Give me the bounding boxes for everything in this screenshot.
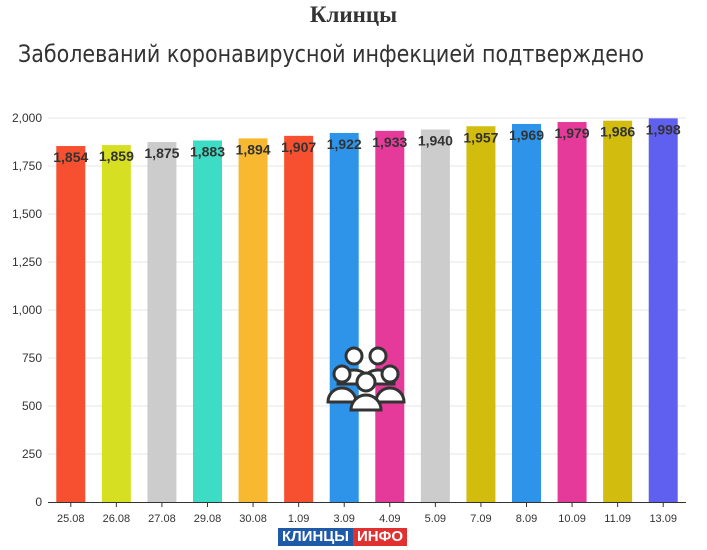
x-tick-label: 3.09 (334, 513, 355, 525)
site-logo: КЛИНЦЫ ИНФО (278, 528, 408, 546)
x-tick-label: 5.09 (425, 513, 446, 525)
bar-value-label: 1,986 (600, 124, 635, 140)
y-tick-label: 0 (35, 495, 42, 509)
people-group-icon (326, 346, 406, 412)
bar-value-label: 1,894 (236, 141, 271, 157)
x-tick-label: 11.09 (604, 513, 631, 525)
bar (420, 129, 450, 502)
y-tick-label: 1,500 (12, 207, 42, 221)
x-tick-label: 25.08 (57, 513, 85, 525)
bar-value-label: 1,969 (509, 127, 544, 143)
bar-value-label: 1,940 (418, 133, 453, 149)
x-tick-label: 7.09 (470, 513, 491, 525)
y-tick-label: 2,000 (12, 111, 42, 125)
bar-value-label: 1,957 (463, 129, 498, 145)
chart-subtitle: Заболеваний коронавирусной инфекцией под… (18, 40, 645, 68)
bar-value-label: 1,922 (327, 136, 362, 152)
bar-value-label: 1,883 (190, 143, 225, 159)
y-tick-labels: 0 250 500 750 1,000 1,250 1,500 1,750 2,000 (12, 111, 42, 509)
y-tick-label: 1,000 (12, 303, 42, 317)
bar (193, 140, 222, 503)
x-tick-label: 13.09 (649, 513, 677, 525)
x-tick-label: 10.09 (558, 513, 586, 525)
y-tick-label: 1,250 (12, 255, 42, 269)
bar (56, 146, 86, 503)
bar (147, 142, 177, 502)
bar (603, 120, 633, 503)
x-tick-labels: 25.08 26.08 27.08 29.08 30.08 1.09 3.09 4.09 5.0… (57, 502, 677, 525)
bar-value-label: 1,859 (99, 148, 134, 164)
x-tick-label: 26.08 (103, 513, 131, 525)
value-labels: 1,854 1,859 1,875 1,883 1,894 1,907 1,922 1,933… (53, 121, 681, 165)
bars (56, 118, 678, 503)
x-tick-label: 30.08 (239, 513, 267, 525)
bar (466, 126, 496, 503)
y-tick-label: 250 (22, 447, 42, 461)
x-tick-label: 29.08 (194, 513, 222, 525)
bar-value-label: 1,979 (555, 125, 590, 141)
bar (238, 138, 268, 503)
x-tick-label: 4.09 (379, 513, 400, 525)
y-tick-label: 750 (22, 351, 42, 365)
bar (375, 130, 405, 502)
bar (284, 135, 314, 502)
bar-value-label: 1,933 (372, 134, 407, 150)
y-tick-label: 500 (22, 399, 42, 413)
logo-text-klintsy: КЛИНЦЫ (278, 528, 353, 546)
bar (101, 145, 131, 502)
x-tick-label: 8.09 (516, 513, 537, 525)
bar-value-label: 1,998 (646, 121, 681, 137)
bar-value-label: 1,854 (53, 149, 88, 165)
x-tick-label: 27.08 (148, 513, 176, 525)
chart-title: Клинцы (309, 2, 398, 27)
bar-value-label: 1,907 (281, 139, 316, 155)
logo-text-info: ИНФО (352, 528, 408, 546)
bar (329, 132, 359, 502)
bar (557, 122, 587, 503)
y-tick-label: 1,750 (12, 159, 42, 173)
bar (648, 118, 678, 502)
bar (512, 123, 541, 503)
x-tick-label: 1.09 (288, 513, 309, 525)
bar-value-label: 1,875 (144, 145, 179, 161)
